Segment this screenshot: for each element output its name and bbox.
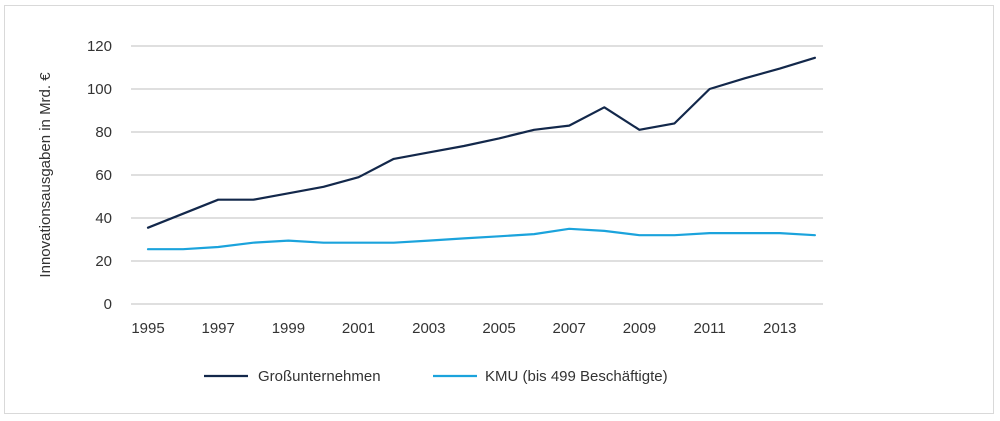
- x-tick-label: 2005: [482, 320, 515, 337]
- legend: Großunternehmen KMU (bis 499 Beschäftigte…: [204, 368, 668, 385]
- y-tick-label: 100: [87, 81, 112, 98]
- x-tick-label: 1999: [272, 320, 305, 337]
- x-tick-label: 2009: [623, 320, 656, 337]
- x-tick-label: 2001: [342, 320, 375, 337]
- y-tick-label: 40: [95, 210, 112, 227]
- series-lines: [146, 56, 817, 251]
- legend-label-2: KMU (bis 499 Beschäftigte): [485, 368, 668, 385]
- series-line-1: [146, 56, 817, 229]
- x-tick-label: 2011: [693, 320, 725, 337]
- y-tick-label: 80: [95, 124, 112, 141]
- x-tick-labels: 1995 1997 1999 2001 2003 2005 2007 2009 2011 2013: [131, 320, 796, 337]
- y-tick-label: 0: [104, 296, 112, 313]
- x-tick-label: 1997: [202, 320, 235, 337]
- y-axis-label: Innovationsausgaben in Mrd. €: [37, 72, 54, 278]
- x-tick-label: 2007: [553, 320, 586, 337]
- x-tick-label: 2003: [412, 320, 445, 337]
- x-tick-label: 2013: [763, 320, 796, 337]
- series-line-2: [146, 227, 817, 251]
- gridlines: [131, 45, 823, 305]
- chart-frame: [4, 5, 994, 414]
- x-tick-label: 1995: [131, 320, 164, 337]
- y-tick-label: 20: [95, 253, 112, 270]
- y-tick-label: 120: [87, 38, 112, 55]
- y-tick-label: 60: [95, 167, 112, 184]
- y-tick-labels: 0 20 40 60 80 100 120: [87, 38, 112, 313]
- legend-label-1: Großunternehmen: [258, 368, 381, 385]
